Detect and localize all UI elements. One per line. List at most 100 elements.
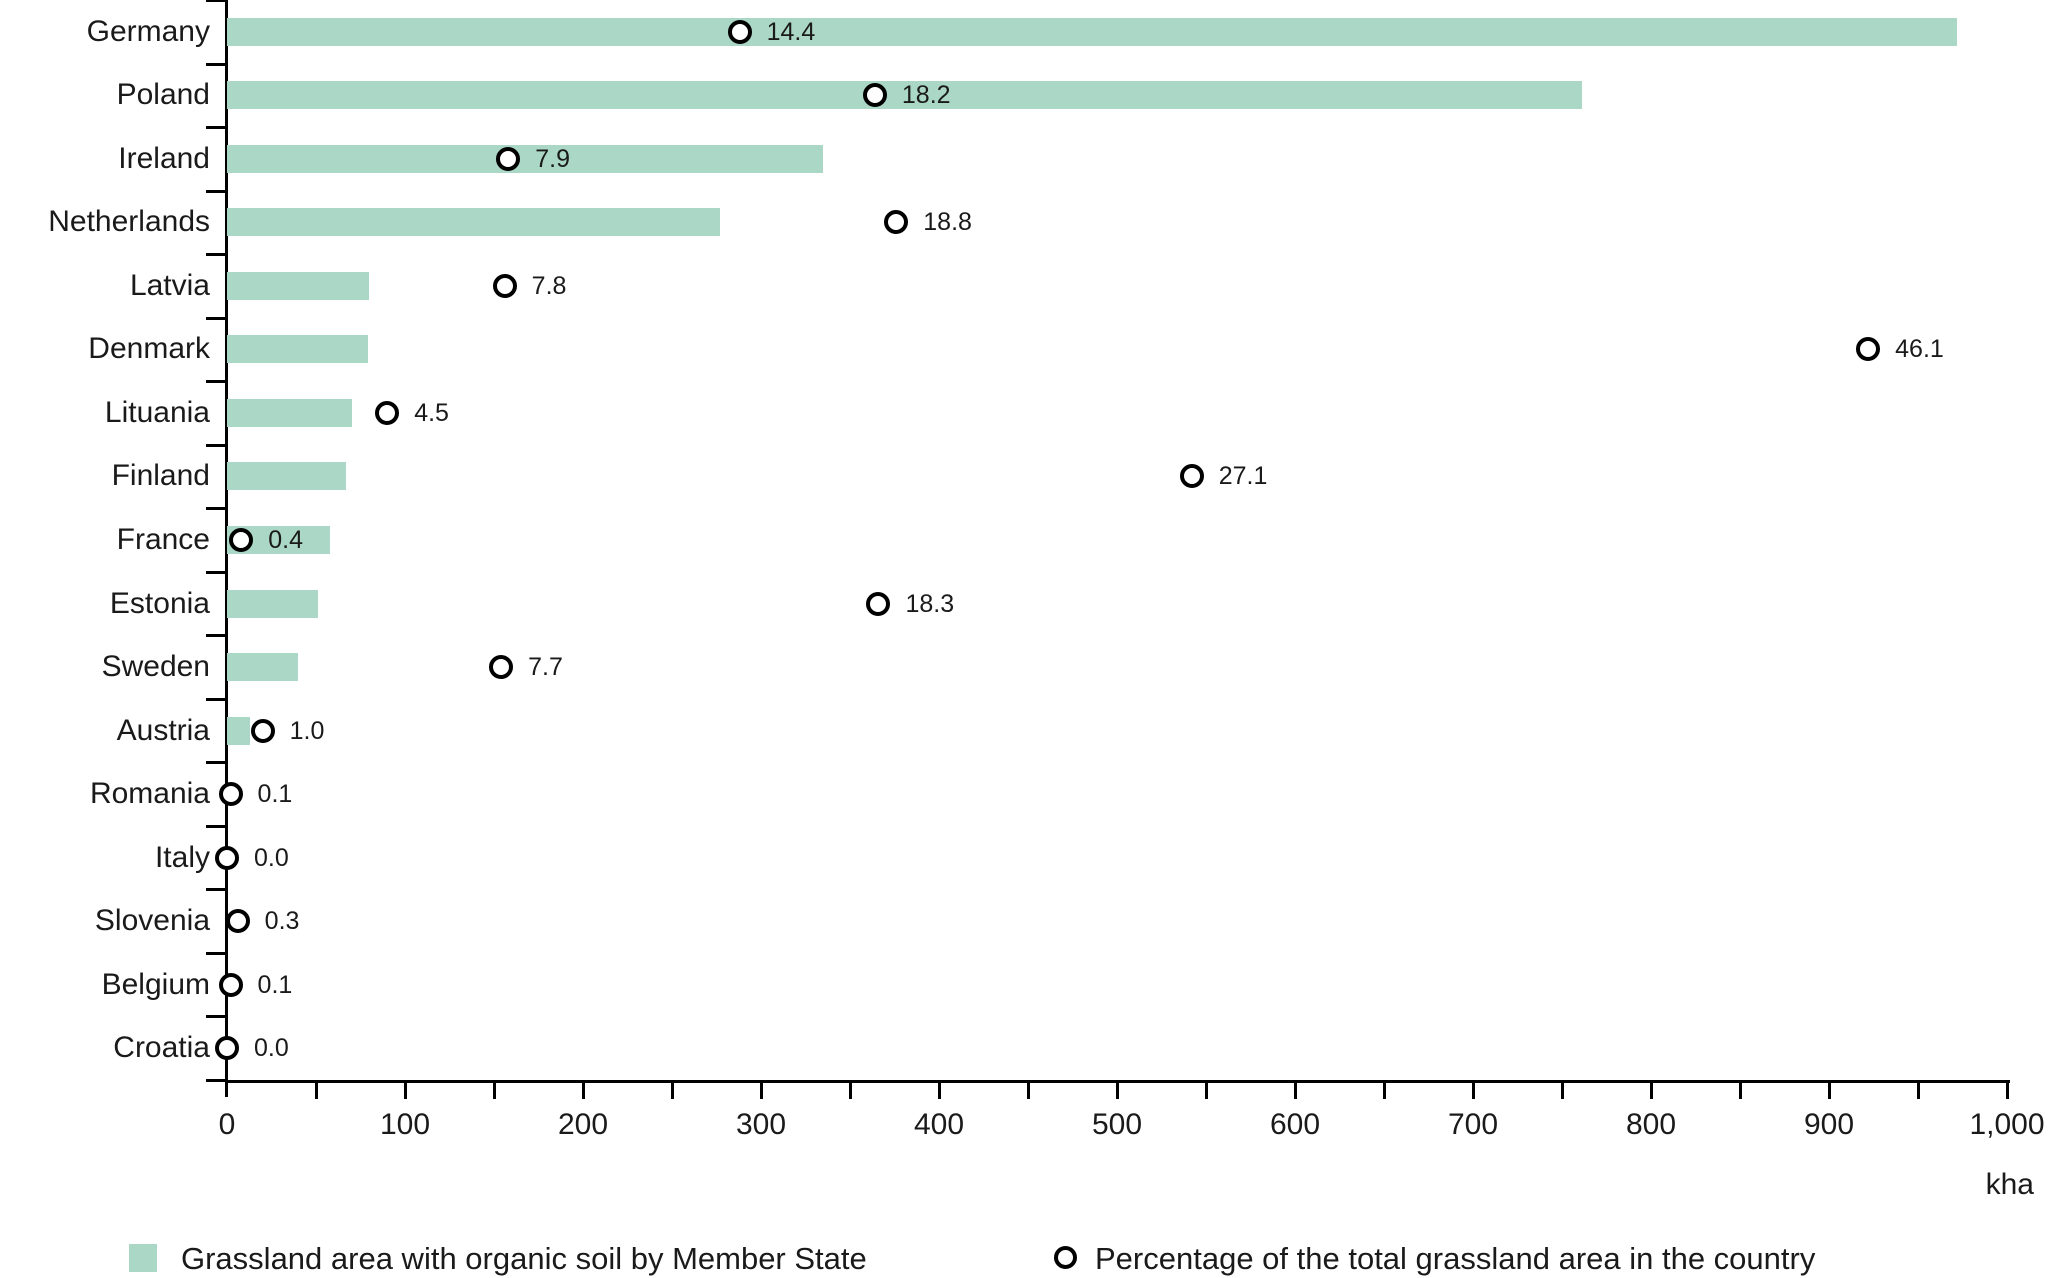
- percentage-value-label: 7.9: [535, 144, 570, 173]
- percentage-value-label: 7.8: [531, 271, 567, 300]
- x-tick: [760, 1083, 763, 1099]
- grassland-bar: [227, 144, 824, 173]
- country-label: Latvia: [129, 268, 210, 302]
- y-tick: [206, 190, 225, 193]
- percentage-marker: [225, 909, 250, 934]
- y-tick: [206, 1015, 225, 1018]
- x-tick: [1561, 1083, 1564, 1099]
- grassland-bar: [227, 716, 251, 745]
- percentage-marker: [229, 528, 254, 552]
- x-tick: [1828, 1083, 1831, 1099]
- percentage-value-label: 0.4: [268, 526, 303, 554]
- country-label: Estonia: [109, 586, 210, 620]
- percentage-value-label: 0.1: [257, 780, 293, 809]
- axis-unit-label: kha: [1985, 1168, 2034, 1201]
- x-tick-label: 900: [1803, 1108, 1855, 1141]
- percentage-value-label: 14.4: [766, 17, 816, 46]
- percentage-value-label: 27.1: [1218, 462, 1268, 491]
- country-label: Poland: [116, 78, 210, 112]
- legend-percentage-marker-icon: [1054, 1246, 1077, 1269]
- x-axis-line: [225, 1080, 2010, 1083]
- x-tick: [1383, 1083, 1386, 1099]
- y-tick: [206, 253, 225, 256]
- y-tick: [206, 444, 225, 447]
- x-tick: [582, 1083, 585, 1099]
- grassland-bar: [227, 398, 352, 427]
- y-tick: [206, 317, 225, 320]
- percentage-marker: [215, 1036, 239, 1061]
- grassland-bar: [227, 208, 721, 237]
- percentage-marker: [884, 210, 909, 235]
- percentage-marker: [375, 400, 400, 425]
- x-tick-label: 100: [379, 1108, 431, 1141]
- x-tick: [671, 1083, 674, 1099]
- percentage-marker: [492, 273, 517, 298]
- y-tick: [206, 507, 225, 510]
- x-tick: [938, 1083, 941, 1099]
- country-label: Netherlands: [48, 205, 210, 239]
- x-tick-label: 500: [1091, 1108, 1143, 1141]
- x-tick-label: 0: [218, 1108, 236, 1141]
- grassland-bar: [227, 462, 347, 491]
- country-label: France: [116, 523, 210, 556]
- percentage-marker: [496, 146, 521, 171]
- country-label: Austria: [116, 713, 210, 747]
- grassland-bar: [227, 17, 1958, 46]
- percentage-value-label: 4.5: [414, 398, 449, 427]
- country-label: Romania: [89, 777, 210, 811]
- percentage-value-label: 0.1: [257, 970, 293, 999]
- percentage-value-label: 1.0: [289, 716, 325, 745]
- y-tick: [206, 888, 225, 891]
- percentage-marker: [250, 718, 275, 743]
- percentage-marker: [866, 591, 891, 616]
- x-tick-label: 1,000: [1969, 1108, 2045, 1141]
- y-tick: [206, 698, 225, 701]
- percentage-value-label: 46.1: [1895, 335, 1944, 364]
- y-tick: [206, 952, 225, 955]
- x-tick: [849, 1083, 852, 1099]
- legend: Grassland area with organic soil by Memb…: [0, 1232, 2048, 1278]
- percentage-value-label: 18.3: [905, 589, 955, 618]
- y-tick: [206, 634, 225, 637]
- y-tick: [206, 0, 225, 2]
- x-tick-label: 600: [1269, 1108, 1321, 1141]
- x-tick-label: 400: [913, 1108, 965, 1141]
- country-label: Italy: [154, 840, 210, 874]
- percentage-value-label: 7.7: [528, 653, 563, 682]
- x-tick: [493, 1083, 496, 1099]
- percentage-value-label: 18.2: [901, 81, 951, 110]
- percentage-marker: [218, 972, 243, 997]
- legend-percentage-label: Percentage of the total grassland area i…: [1095, 1241, 1816, 1276]
- x-tick: [1472, 1083, 1475, 1099]
- x-tick-label: 300: [735, 1108, 787, 1141]
- percentage-marker: [1856, 337, 1881, 362]
- percentage-marker: [1179, 464, 1204, 489]
- legend-bar-label: Grassland area with organic soil by Memb…: [181, 1241, 867, 1276]
- percentage-value-label: 0.0: [254, 1034, 289, 1063]
- x-tick: [1205, 1083, 1208, 1099]
- percentage-value-label: 18.8: [923, 208, 972, 237]
- percentage-marker: [218, 782, 243, 807]
- x-tick-label: 800: [1625, 1108, 1677, 1141]
- y-tick: [206, 1079, 225, 1082]
- country-label: Ireland: [118, 141, 210, 175]
- y-tick: [206, 126, 225, 129]
- percentage-marker: [215, 845, 239, 870]
- x-tick: [1650, 1083, 1653, 1099]
- x-tick-label: 700: [1447, 1108, 1499, 1141]
- y-tick: [206, 761, 225, 764]
- country-label: Finland: [111, 459, 210, 493]
- y-axis-line: [225, 0, 228, 1097]
- y-tick: [206, 571, 225, 574]
- x-tick: [404, 1083, 407, 1099]
- percentage-marker: [727, 19, 752, 44]
- x-tick: [1116, 1083, 1119, 1099]
- percentage-marker: [489, 655, 514, 680]
- percentage-value-label: 0.0: [254, 843, 289, 872]
- country-label: Sweden: [101, 650, 210, 684]
- country-label: Croatia: [113, 1031, 210, 1065]
- grassland-bar: [227, 653, 299, 682]
- country-label: Lituania: [104, 395, 210, 429]
- x-tick: [315, 1083, 318, 1099]
